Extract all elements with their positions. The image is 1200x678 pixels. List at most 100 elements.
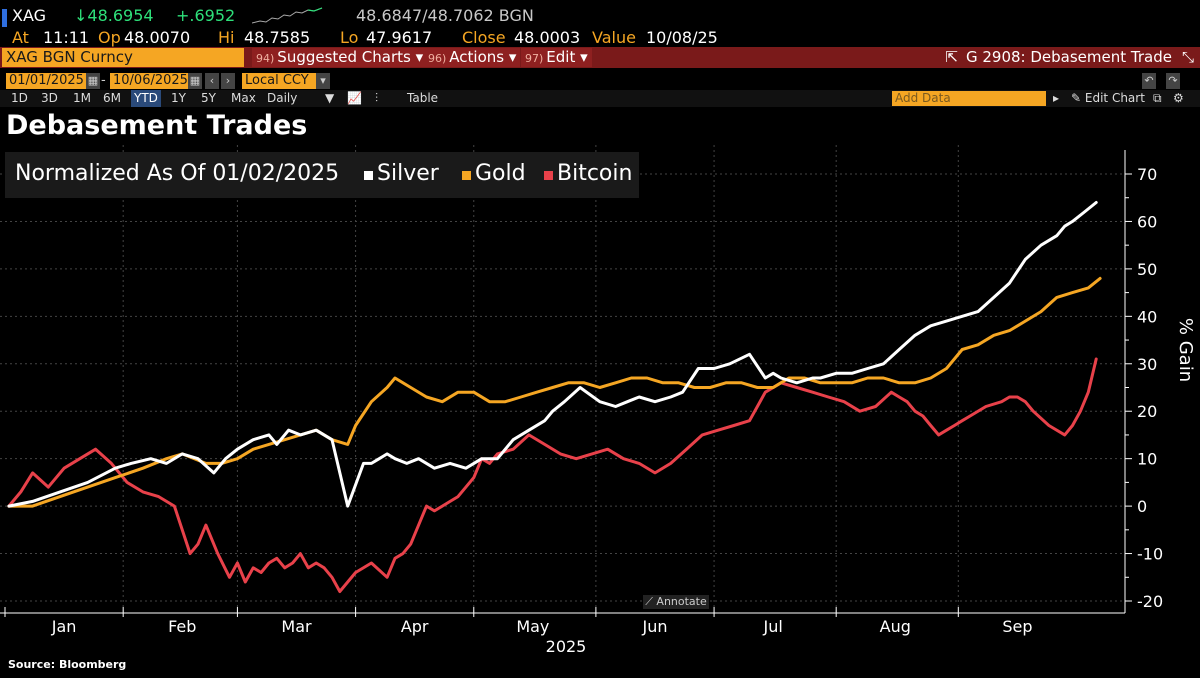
period-ytd[interactable]: YTD xyxy=(131,90,161,107)
pencil-icon: ✎ xyxy=(1071,91,1082,105)
period-1m[interactable]: 1M xyxy=(73,91,91,105)
actions-label: Actions ▾ xyxy=(449,48,517,66)
quote-line-2: At 11:11 Op 48.0070 Hi 48.7585 Lo 47.961… xyxy=(0,28,1200,48)
actions-button[interactable]: 96) Actions ▾ xyxy=(424,48,521,67)
annotate-button[interactable]: ⟋ Annotate xyxy=(643,595,709,609)
period-6m[interactable]: 6M xyxy=(103,91,121,105)
add-data-dropdown-icon[interactable]: ▸ xyxy=(1053,91,1060,105)
table-button[interactable]: Table xyxy=(407,91,439,105)
suggested-charts-number: 94) xyxy=(256,52,275,65)
legend-silver-swatch xyxy=(364,171,373,180)
date-forward-icon[interactable]: › xyxy=(221,73,235,89)
grid-lines xyxy=(0,145,1125,613)
legend-bitcoin[interactable]: Bitcoin xyxy=(557,161,633,186)
series-line-silver[interactable] xyxy=(7,201,1098,508)
y-tick-label: 0 xyxy=(1137,497,1147,516)
chart-name[interactable]: ⇱ G 2908: Debasement Trade ⤡ xyxy=(945,48,1194,67)
x-tick-label: Mar xyxy=(281,617,312,636)
quote-line-1: XAG ↓48.6954 +.6952 48.6847/48.7062 BGN xyxy=(0,4,1200,28)
x-tick-label: Sep xyxy=(1002,617,1032,636)
x-tick-label: Aug xyxy=(880,617,911,636)
y-axis-label: % Gain xyxy=(1175,318,1196,382)
close-value: 48.0003 xyxy=(514,28,581,47)
x-tick-label: May xyxy=(516,617,549,636)
y-tick-label: -10 xyxy=(1137,545,1163,564)
period-3d[interactable]: 3D xyxy=(41,91,58,105)
x-axis-year-label: 2025 xyxy=(546,637,587,656)
y-tick-label: 30 xyxy=(1137,355,1157,374)
edit-button[interactable]: 97) Edit ▾ xyxy=(521,48,592,67)
legend-gold[interactable]: Gold xyxy=(475,161,526,186)
period-1d[interactable]: 1D xyxy=(11,91,28,105)
x-tick-label: Feb xyxy=(168,617,196,636)
bar-style-icon[interactable]: ⫶ xyxy=(375,91,379,105)
close-label: Close xyxy=(462,28,506,47)
external-link-icon: ⇱ xyxy=(945,48,958,66)
redo-icon[interactable]: ↷ xyxy=(1166,73,1180,89)
sparkline xyxy=(252,7,323,24)
line-chart: 70 60 50 40 30 20 10 0 -10 -20 Jan Feb Mar Apr May Jun… xyxy=(0,145,1196,656)
start-date-input[interactable]: 01/01/2025 xyxy=(6,73,87,89)
source-note: Source: Bloomberg xyxy=(8,658,127,671)
chart-name-label: G 2908: Debasement Trade xyxy=(965,48,1172,66)
period-max[interactable]: Max xyxy=(231,91,256,105)
series-line-bitcoin[interactable] xyxy=(7,357,1098,593)
series-lines xyxy=(7,201,1102,593)
price-change: +.6952 xyxy=(176,6,236,25)
chart-tools-icon[interactable]: ⧉ xyxy=(1153,91,1162,105)
bid-ask: 48.6847/48.7062 BGN xyxy=(356,6,534,25)
chart-title: Debasement Trades xyxy=(6,110,308,141)
currency-select[interactable]: Local CCY xyxy=(242,73,316,89)
chart-legend: Normalized As Of 01/02/2025 Silver Gold … xyxy=(5,152,639,198)
y-tick-label: 10 xyxy=(1137,450,1157,469)
value-date: 10/08/25 xyxy=(646,28,718,47)
date-separator: - xyxy=(101,73,106,88)
end-calendar-icon[interactable]: ▦ xyxy=(188,73,202,89)
open-label: Op xyxy=(98,28,121,47)
high-value: 48.7585 xyxy=(244,28,311,47)
currency-dropdown-icon[interactable]: ▾ xyxy=(316,73,330,89)
security-marker xyxy=(2,9,7,27)
y-tick-label: 60 xyxy=(1137,212,1157,231)
x-tick-label: Jan xyxy=(51,617,77,636)
legend-normalized-label: Normalized As Of 01/02/2025 xyxy=(15,161,340,186)
edit-chart-button[interactable]: ✎ Edit Chart xyxy=(1068,90,1148,107)
settings-gear-icon[interactable]: ⚙ xyxy=(1173,91,1184,105)
high-label: Hi xyxy=(218,28,235,47)
low-label: Lo xyxy=(340,28,359,47)
x-axis: Jan Feb Mar Apr May Jun Jul Aug Sep xyxy=(0,607,1125,636)
edit-number: 97) xyxy=(525,52,544,65)
x-tick-label: Apr xyxy=(401,617,429,636)
function-toolbar: XAG BGN Curncy 94) Suggested Charts ▾ 96)… xyxy=(0,47,1200,68)
security-field[interactable]: XAG BGN Curncy xyxy=(2,48,244,67)
y-tick-label: -20 xyxy=(1137,592,1163,611)
line-chart-icon[interactable]: 📈 xyxy=(347,91,362,105)
open-value: 48.0070 xyxy=(124,28,191,47)
suggested-charts-button[interactable]: 94) Suggested Charts ▾ xyxy=(252,48,428,67)
legend-silver[interactable]: Silver xyxy=(377,161,439,186)
annotate-label: Annotate xyxy=(656,595,707,608)
period-toolbar: 1D 3D 1M 6M YTD 1Y 5Y Max Daily ▼ 📈 ⫶ Ta… xyxy=(0,90,1200,107)
start-calendar-icon[interactable]: ▦ xyxy=(86,73,100,89)
end-date-input[interactable]: 10/06/2025 xyxy=(110,73,191,89)
series-line-gold[interactable] xyxy=(7,276,1102,508)
ticker[interactable]: XAG xyxy=(12,6,47,25)
edit-label: Edit ▾ xyxy=(546,48,588,66)
y-tick-label: 20 xyxy=(1137,402,1157,421)
edit-chart-label: Edit Chart xyxy=(1084,91,1145,105)
x-tick-label: Jul xyxy=(763,617,783,636)
resize-icon[interactable]: ⤡ xyxy=(1181,48,1194,66)
at-label: At xyxy=(12,28,29,47)
y-tick-label: 50 xyxy=(1137,260,1157,279)
frequency-select[interactable]: Daily xyxy=(267,91,298,105)
y-tick-label: 70 xyxy=(1137,165,1157,184)
date-back-icon[interactable]: ‹ xyxy=(205,73,219,89)
period-5y[interactable]: 5Y xyxy=(201,91,216,105)
low-value: 47.9617 xyxy=(366,28,433,47)
frequency-dropdown-icon[interactable]: ▼ xyxy=(325,91,335,105)
period-1y[interactable]: 1Y xyxy=(171,91,186,105)
y-tick-label: 40 xyxy=(1137,307,1157,326)
x-tick-label: Jun xyxy=(641,617,667,636)
undo-icon[interactable]: ↶ xyxy=(1142,73,1156,89)
add-data-input[interactable]: Add Data xyxy=(892,91,1046,106)
